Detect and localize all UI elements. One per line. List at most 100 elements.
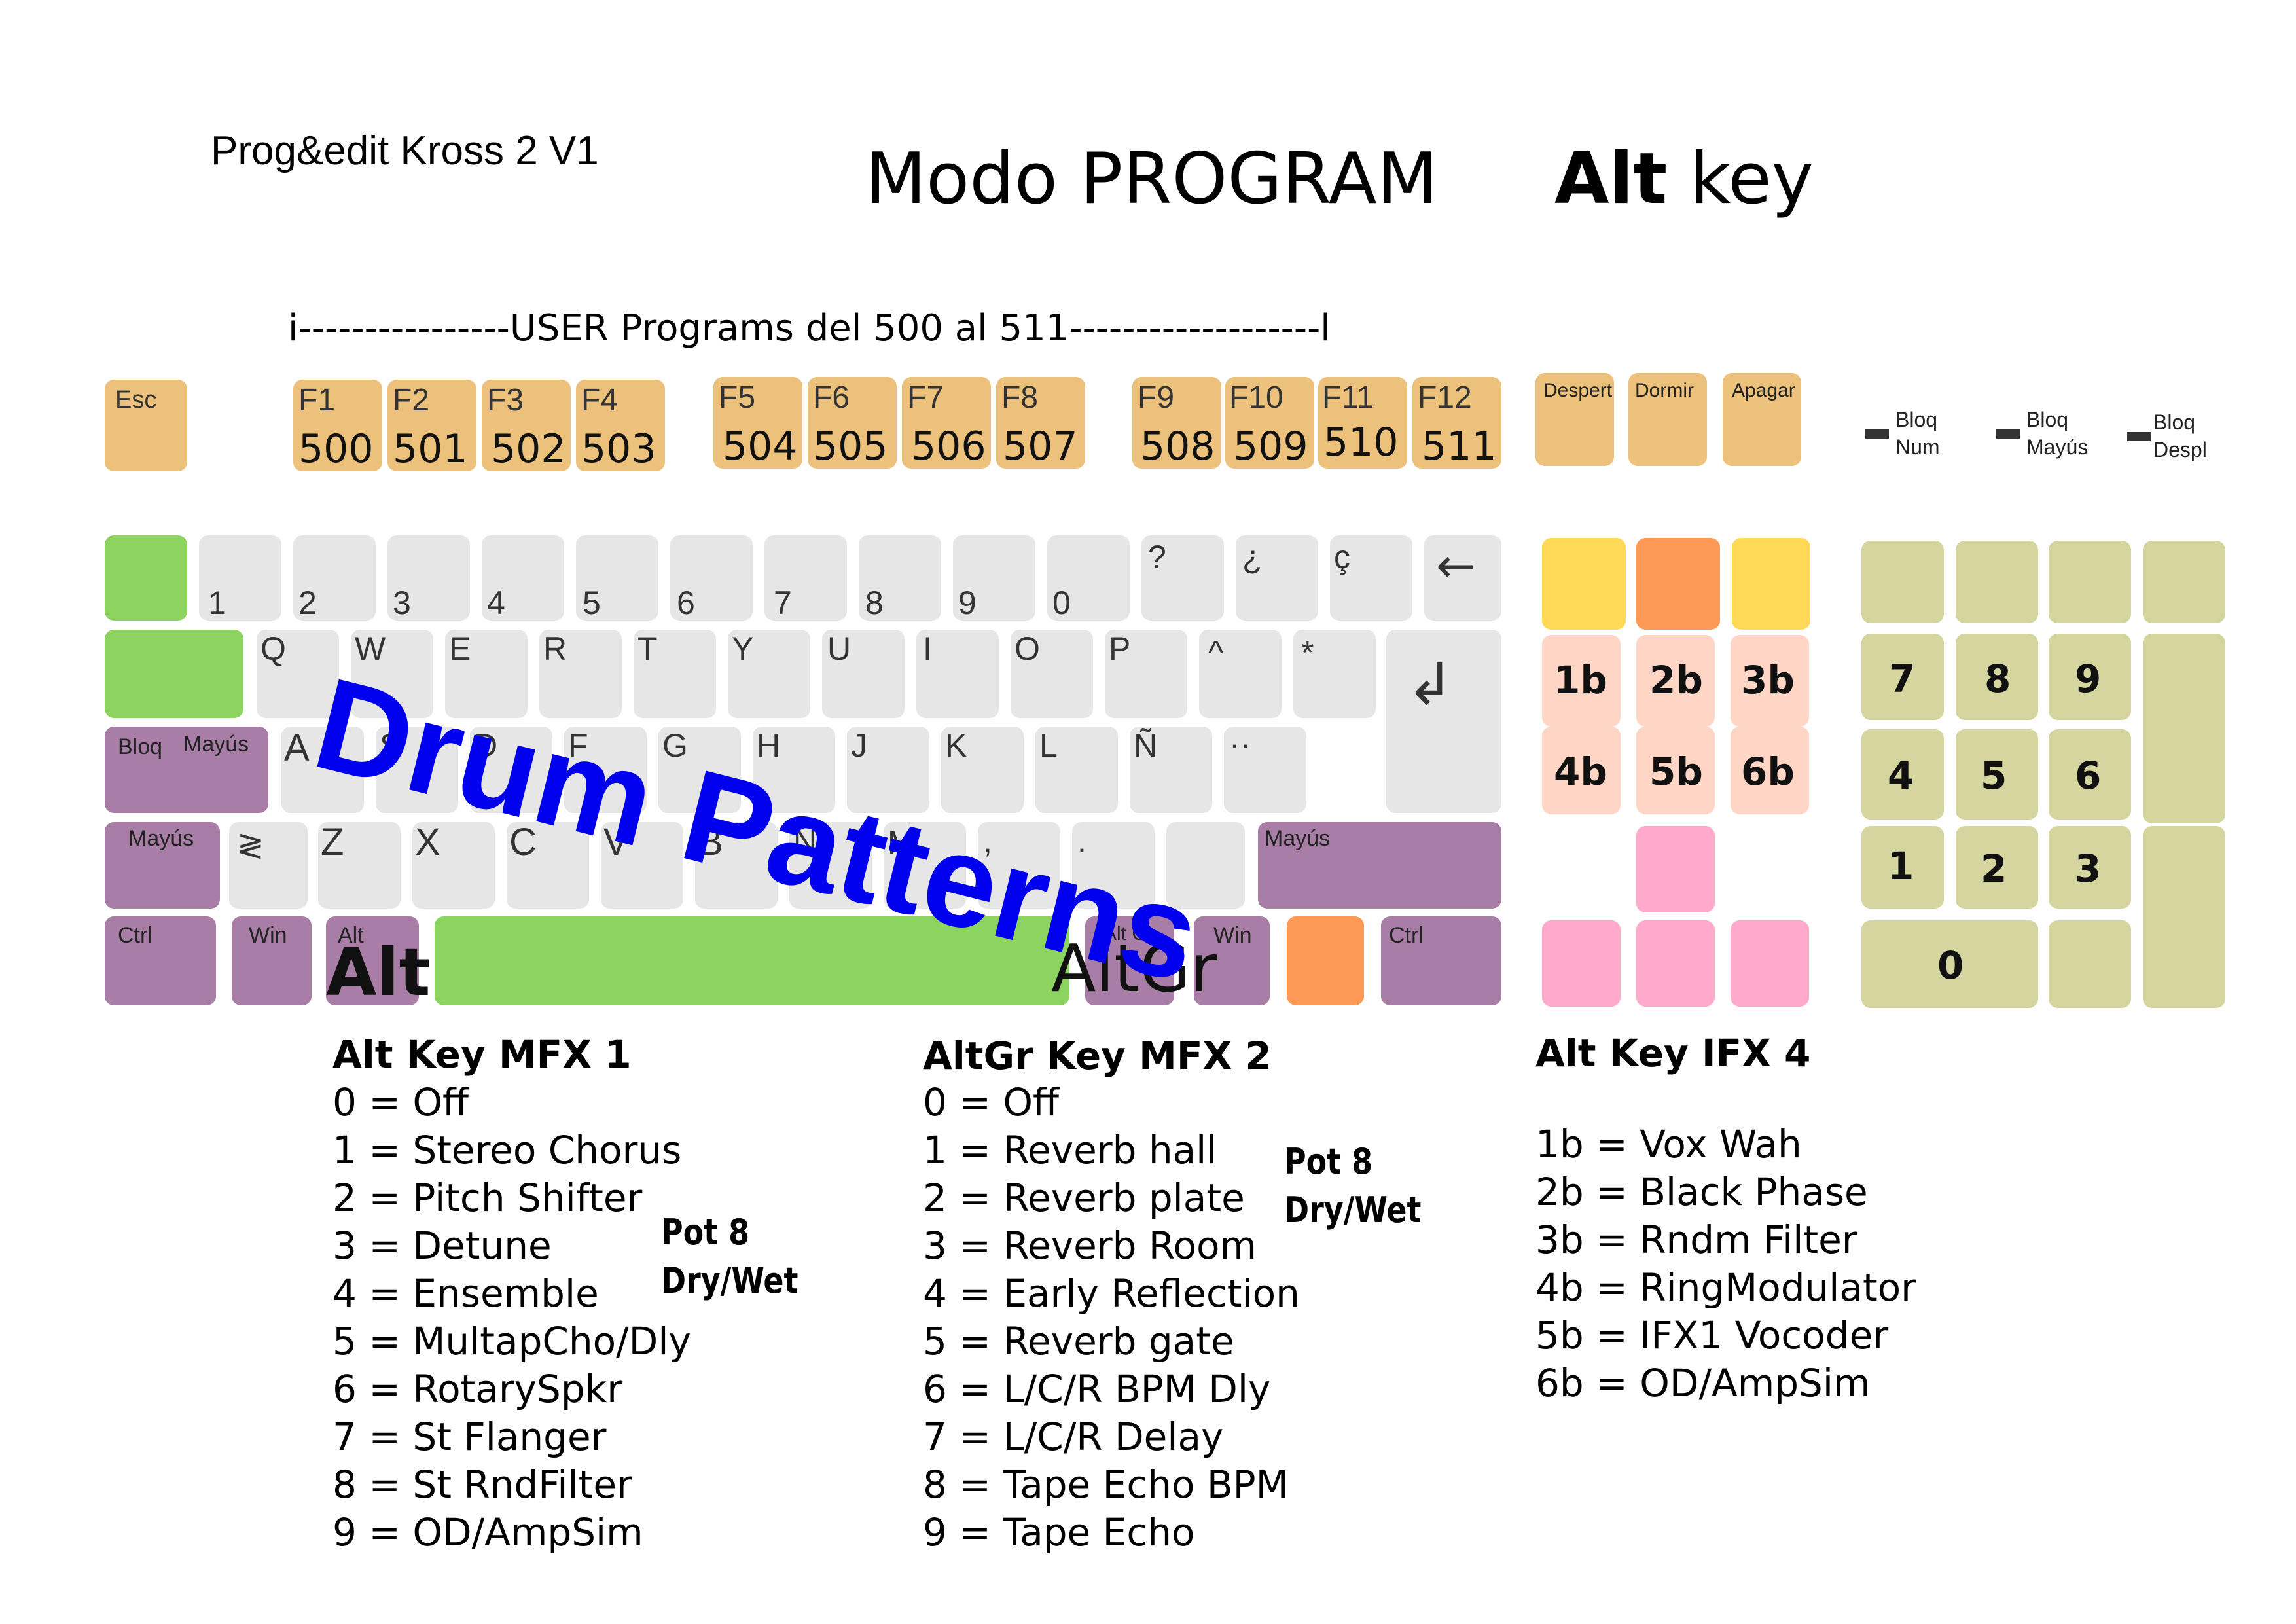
key-e[interactable]: E — [445, 630, 528, 718]
key-7[interactable]: 7 — [764, 535, 847, 621]
key-caret[interactable]: ^ — [1199, 630, 1282, 718]
backtick-key[interactable] — [105, 535, 187, 621]
key-inverted-question[interactable]: ¿ — [1236, 535, 1318, 621]
key-comma[interactable]: , — [978, 822, 1060, 909]
arrow-down-key[interactable] — [1636, 920, 1715, 1007]
f2-key[interactable]: F2 501 — [387, 380, 476, 471]
key-x[interactable]: X — [412, 822, 495, 909]
win-left-key[interactable]: Win — [232, 916, 312, 1005]
f5-key[interactable]: F5 504 — [713, 377, 802, 469]
menu-key[interactable] — [1287, 916, 1364, 1005]
caps-lock-key[interactable]: Bloq Mayús — [105, 727, 268, 813]
f12-key[interactable]: F12 511 — [1412, 377, 1501, 469]
numpad-9-key[interactable]: 9 — [2049, 634, 2131, 720]
key-s[interactable]: S — [376, 727, 458, 813]
key-j[interactable]: J — [847, 727, 929, 813]
numpad-7-key[interactable]: 7 — [1861, 634, 1944, 720]
key-6[interactable]: 6 — [670, 535, 753, 621]
f6-key[interactable]: F6 505 — [808, 377, 897, 469]
key-enye[interactable]: Ñ — [1130, 727, 1212, 813]
key-r[interactable]: R — [539, 630, 622, 718]
ctrl-left-key[interactable]: Ctrl — [105, 916, 216, 1005]
key-z[interactable]: Z — [318, 822, 401, 909]
numpad-5-key[interactable]: 5 — [1956, 729, 2038, 820]
key-4[interactable]: 4 — [482, 535, 564, 621]
key-1[interactable]: 1 — [199, 535, 281, 621]
f7-key[interactable]: F7 506 — [902, 377, 991, 469]
key-u[interactable]: U — [822, 630, 905, 718]
space-key[interactable] — [435, 916, 1069, 1005]
home-key[interactable] — [1636, 538, 1720, 630]
key-question[interactable]: ? — [1141, 535, 1224, 621]
key-a[interactable]: A — [281, 727, 364, 813]
key-diaeresis[interactable]: ·· — [1224, 727, 1306, 813]
numpad-multiply-key[interactable] — [2049, 541, 2131, 623]
key-i[interactable]: I — [916, 630, 999, 718]
f4-key[interactable]: F4 503 — [576, 380, 665, 471]
insert-key[interactable] — [1542, 538, 1626, 630]
key-minus[interactable] — [1166, 822, 1245, 909]
backspace-key[interactable]: ← — [1424, 535, 1501, 621]
key-c-cedilla[interactable]: ç — [1330, 535, 1412, 621]
esc-key[interactable]: Esc — [105, 380, 187, 471]
numpad-3-key[interactable]: 3 — [2049, 826, 2131, 909]
ctrl-right-key[interactable]: Ctrl — [1381, 916, 1501, 1005]
key-g[interactable]: G — [658, 727, 741, 813]
nav-key-6b[interactable]: 6b — [1731, 727, 1809, 814]
nav-key-1b[interactable]: 1b — [1542, 635, 1621, 727]
numpad-4-key[interactable]: 4 — [1861, 729, 1944, 820]
key-m[interactable]: M — [884, 822, 966, 909]
key-q[interactable]: Q — [257, 630, 339, 718]
f9-key[interactable]: F9 508 — [1132, 377, 1221, 469]
key-f[interactable]: F — [564, 727, 647, 813]
win-right-key[interactable]: Win — [1194, 916, 1270, 1005]
page-up-key[interactable] — [1732, 538, 1810, 630]
arrow-right-key[interactable] — [1731, 920, 1809, 1007]
numpad-0-key[interactable]: 0 — [1861, 920, 2038, 1008]
key-asterisk[interactable]: * — [1293, 630, 1376, 718]
key-t[interactable]: T — [634, 630, 716, 718]
numpad-8-key[interactable]: 8 — [1956, 634, 2038, 720]
numpad-minus-key[interactable] — [2143, 541, 2225, 623]
key-5[interactable]: 5 — [576, 535, 658, 621]
key-d[interactable]: D — [470, 727, 552, 813]
alt-key[interactable]: Alt — [326, 916, 419, 1005]
key-c[interactable]: C — [507, 822, 589, 909]
nav-key-3b[interactable]: 3b — [1731, 635, 1809, 727]
f8-key[interactable]: F8 507 — [996, 377, 1085, 469]
tab-key[interactable] — [105, 630, 243, 718]
f3-key[interactable]: F3 502 — [482, 380, 571, 471]
arrow-up-key[interactable] — [1636, 826, 1715, 912]
key-2[interactable]: 2 — [293, 535, 376, 621]
key-period[interactable]: . — [1072, 822, 1155, 909]
shift-left-key[interactable]: Mayús — [105, 822, 220, 909]
key-n[interactable]: N — [789, 822, 872, 909]
key-9[interactable]: 9 — [953, 535, 1035, 621]
enter-key[interactable]: ↲ — [1386, 630, 1501, 813]
nav-key-2b[interactable]: 2b — [1636, 635, 1715, 727]
key-w[interactable]: W — [351, 630, 433, 718]
numpad-1-key[interactable]: 1 — [1861, 826, 1944, 909]
key-8[interactable]: 8 — [859, 535, 941, 621]
f11-key[interactable]: F11 510 — [1318, 377, 1407, 469]
numpad-plus-key[interactable] — [2143, 634, 2225, 823]
nav-key-4b[interactable]: 4b — [1542, 727, 1621, 814]
numpad-6-key[interactable]: 6 — [2049, 729, 2131, 820]
key-p[interactable]: P — [1105, 630, 1187, 718]
power-key[interactable]: Apagar — [1723, 373, 1801, 466]
sleep-key[interactable]: Dormir — [1628, 373, 1707, 466]
key-k[interactable]: K — [941, 727, 1024, 813]
shift-right-key[interactable]: Mayús — [1258, 822, 1501, 909]
numpad-divide-key[interactable] — [1956, 541, 2038, 623]
key-h[interactable]: H — [753, 727, 835, 813]
numpad-2-key[interactable]: 2 — [1956, 826, 2038, 909]
numpad-numlock-key[interactable] — [1861, 541, 1944, 623]
f10-key[interactable]: F10 509 — [1225, 377, 1314, 469]
f1-key[interactable]: F1 500 — [293, 380, 382, 471]
arrow-left-key[interactable] — [1542, 920, 1621, 1007]
numpad-decimal-key[interactable] — [2049, 920, 2131, 1008]
nav-key-5b[interactable]: 5b — [1636, 727, 1715, 814]
altgr-key[interactable]: Alt Gr — [1085, 916, 1174, 1005]
key-0[interactable]: 0 — [1047, 535, 1130, 621]
key-o[interactable]: O — [1011, 630, 1093, 718]
